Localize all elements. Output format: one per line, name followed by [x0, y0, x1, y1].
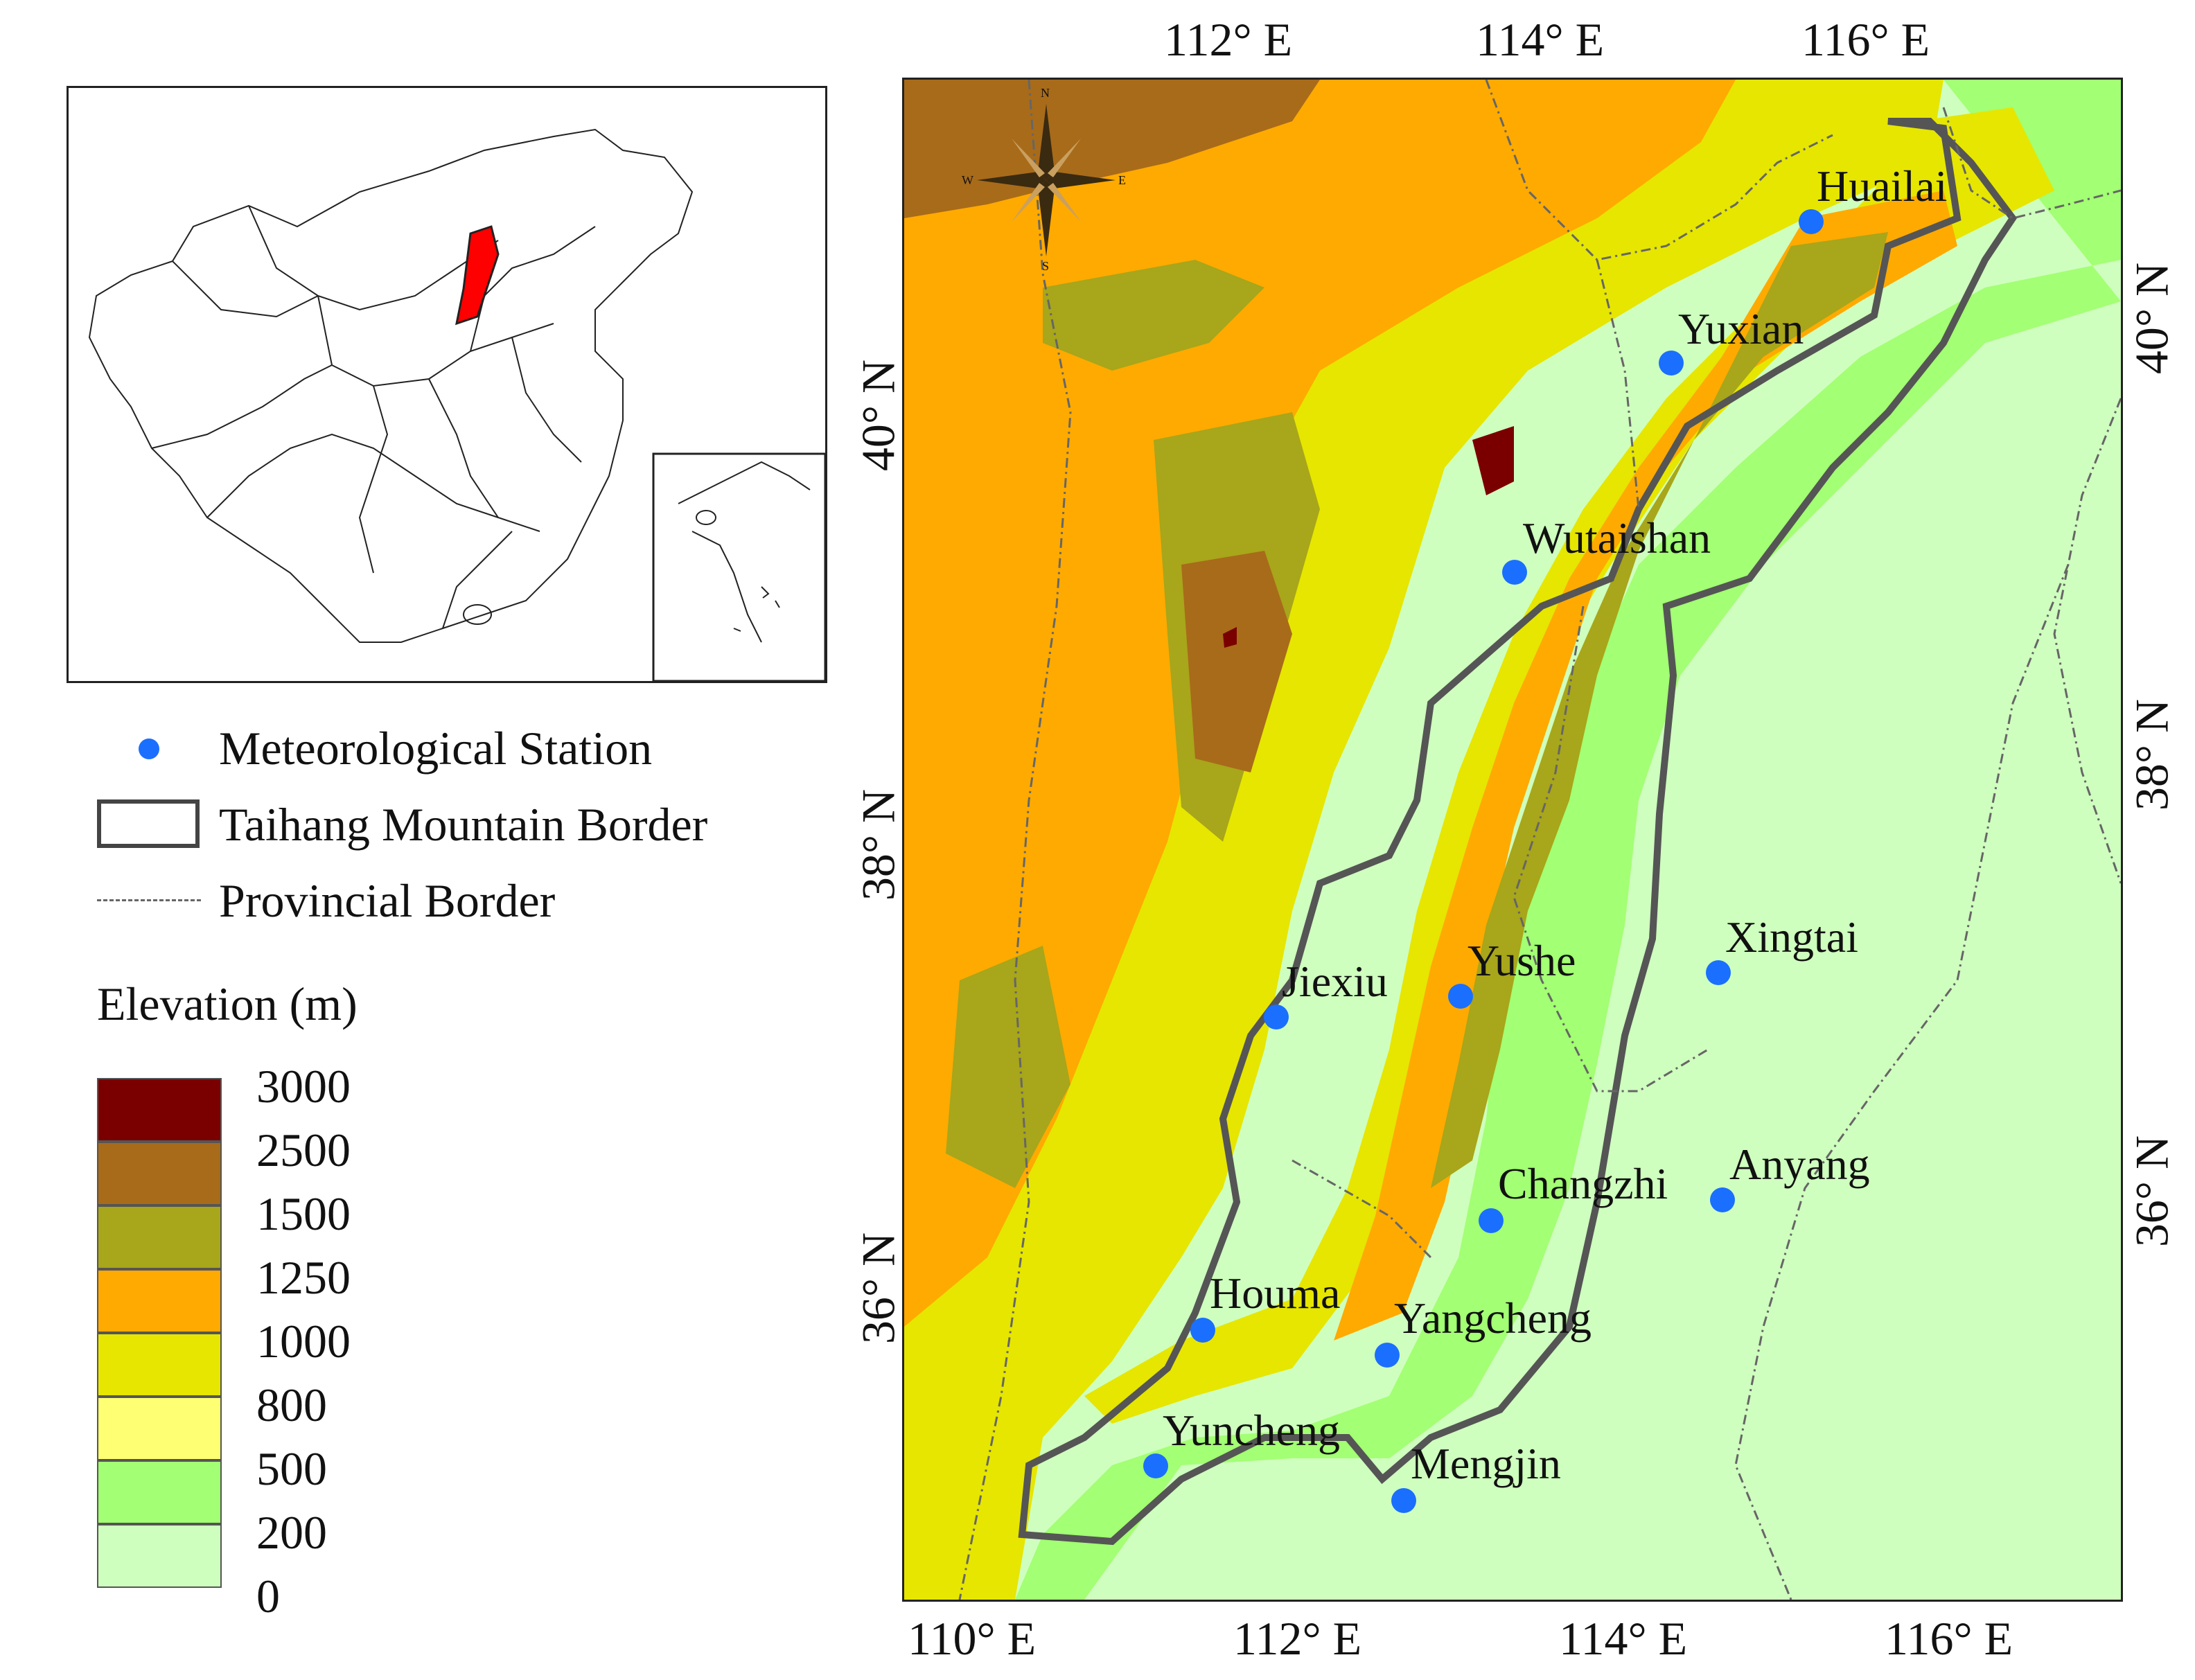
- elevation-swatch: [97, 1397, 222, 1460]
- north-arrow-icon: N S W E: [962, 86, 1126, 273]
- legend-province-label: Provincial Border: [219, 874, 556, 927]
- compass-w: W: [962, 173, 973, 187]
- elevation-break-label: 1500: [256, 1187, 351, 1240]
- elevation-map-graphic: [904, 80, 2121, 1600]
- elevation-swatch: [97, 1460, 222, 1524]
- legend: Meteorological Station Taihang Mountain …: [97, 720, 859, 970]
- top-axis-tick: 114° E: [1476, 13, 1605, 66]
- compass-n: N: [1041, 86, 1050, 100]
- legend-province-row: Provincial Border: [97, 873, 555, 928]
- dashed-line-icon: [97, 873, 208, 928]
- bottom-axis-tick: 116° E: [1885, 1612, 2013, 1665]
- bottom-axis-tick: 114° E: [1559, 1612, 1688, 1665]
- elevation-break-label: 200: [256, 1506, 327, 1559]
- shanxi-highlight: [455, 225, 500, 326]
- station-dot-icon: [97, 720, 208, 776]
- relief-map: [902, 78, 2123, 1602]
- bottom-axis-tick: 110° E: [908, 1612, 1037, 1665]
- right-axis-tick: 40° N: [2125, 262, 2178, 375]
- elevation-break-label: 2500: [256, 1124, 351, 1176]
- legend-station-label: Meteorological Station: [219, 721, 653, 775]
- right-axis-tick: 36° N: [2125, 1135, 2178, 1248]
- elevation-swatch: [97, 1333, 222, 1397]
- border-rect-icon: [97, 797, 208, 852]
- elevation-break-label: 0: [256, 1570, 280, 1622]
- elevation-swatch: [97, 1205, 222, 1269]
- elevation-swatch: [97, 1142, 222, 1205]
- top-axis-tick: 112° E: [1164, 13, 1293, 66]
- elevation-break-label: 1000: [256, 1315, 351, 1368]
- elevation-swatch: [97, 1524, 222, 1588]
- china-inset-map: [67, 86, 827, 683]
- elevation-swatch: [97, 1269, 222, 1333]
- elevation-break-label: 800: [256, 1379, 327, 1431]
- elevation-swatch: [97, 1078, 222, 1142]
- top-axis-tick: 116° E: [1801, 13, 1930, 66]
- bottom-axis-tick: 112° E: [1233, 1612, 1362, 1665]
- left-axis-tick: 40° N: [852, 359, 905, 472]
- left-axis-tick: 36° N: [852, 1232, 905, 1345]
- left-axis-tick: 38° N: [852, 788, 905, 901]
- compass-s: S: [1042, 259, 1050, 273]
- elevation-break-label: 3000: [256, 1060, 351, 1113]
- compass-e: E: [1118, 173, 1126, 187]
- legend-station-row: Meteorological Station: [97, 720, 652, 776]
- elevation-legend-title: Elevation (m): [97, 978, 358, 1030]
- right-axis-tick: 38° N: [2125, 698, 2178, 811]
- china-map-icon: [88, 128, 825, 681]
- elevation-break-label: 1250: [256, 1251, 351, 1304]
- legend-border-label: Taihang Mountain Border: [219, 797, 708, 851]
- elevation-break-label: 500: [256, 1442, 327, 1495]
- legend-border-row: Taihang Mountain Border: [97, 797, 707, 852]
